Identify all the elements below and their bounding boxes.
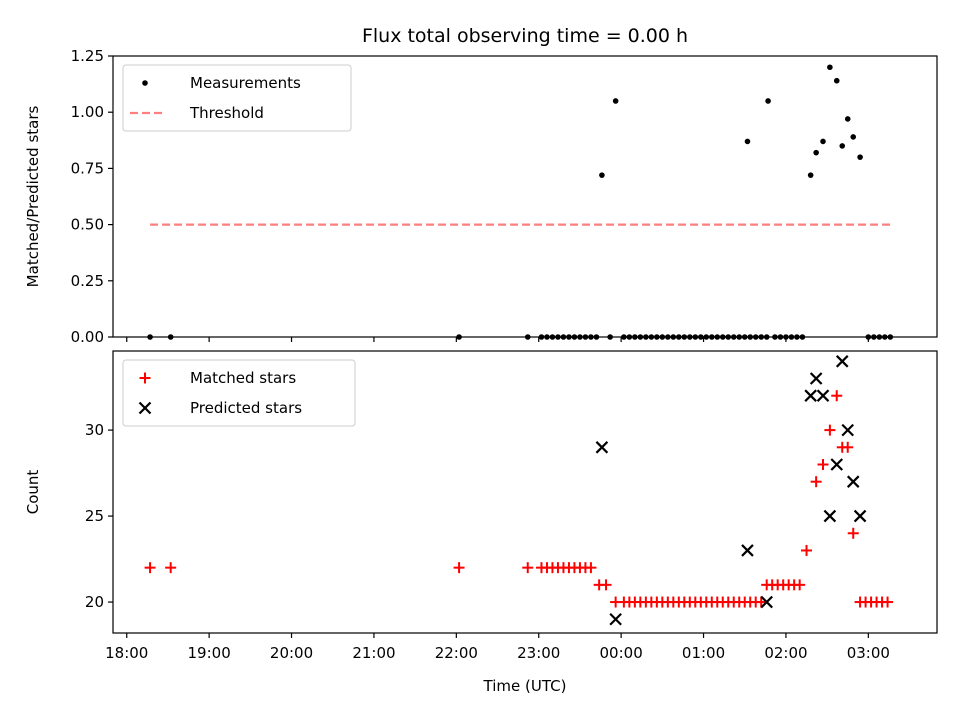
predicted-star-point <box>760 595 773 609</box>
legend-label: Predicted stars <box>190 399 302 417</box>
legend-x-icon <box>138 401 152 415</box>
legend-label: Measurements <box>190 74 301 92</box>
y-tick-label: 1.25 <box>71 47 104 65</box>
predicted-star-point <box>816 389 830 402</box>
matched-star-point <box>847 527 859 539</box>
matched-star-point <box>831 390 843 402</box>
matched-star-point <box>522 562 534 574</box>
matched-star-point <box>165 562 177 574</box>
predicted-star-point <box>741 544 754 557</box>
x-axis-label: Time (UTC) <box>483 677 567 695</box>
matched-star-point <box>842 441 854 453</box>
x-tick-label: 18:00 <box>105 644 148 662</box>
top-panel: 0.00 0.25 0.50 0.75 1.00 1.25 Matched/Predicte… <box>24 47 938 346</box>
matched-star-point <box>144 562 156 574</box>
y-tick-label: 0.50 <box>71 216 104 234</box>
legend-label: Matched stars <box>190 369 296 387</box>
x-stroke-b <box>595 441 609 454</box>
measurement-point <box>857 154 863 160</box>
matched-star-point <box>801 544 813 556</box>
x-stroke-b <box>823 509 837 523</box>
x-stroke-b <box>760 595 773 609</box>
measurement-point <box>820 138 826 145</box>
predicted-star-point <box>835 355 849 368</box>
legend: Matched stars Predicted stars <box>122 359 356 427</box>
axes-frame <box>112 55 938 338</box>
matched-star-point <box>817 458 829 470</box>
x-stroke-b <box>809 372 823 385</box>
chart-title: Flux total observing time = 0.00 h <box>362 25 688 47</box>
measurement-point <box>599 172 605 178</box>
y-tick-label: 1.00 <box>71 103 104 121</box>
x-tick-label: 00:00 <box>600 644 643 662</box>
measurement-point <box>612 98 619 104</box>
y-axis-label: Matched/Predicted stars <box>24 106 42 288</box>
predicted-star-point <box>853 509 867 523</box>
measurement-point <box>827 64 833 71</box>
legend-dot-icon <box>142 80 148 86</box>
y-tick-label: 25 <box>85 507 104 525</box>
series-matched-stars <box>144 390 894 608</box>
measurement-point <box>833 77 840 84</box>
x-tick-label: 02:00 <box>764 644 807 662</box>
legend-box <box>122 64 352 132</box>
matched-star-point <box>882 596 894 608</box>
y-tick-label: 20 <box>85 593 104 611</box>
matched-star-point <box>810 476 822 488</box>
measurement-point <box>850 134 857 140</box>
predicted-star-point <box>609 612 622 626</box>
legend-box <box>122 359 356 427</box>
measurement-point <box>813 149 819 156</box>
matched-star-point <box>585 562 597 574</box>
x-stroke-b <box>138 401 152 415</box>
x-stroke-b <box>609 612 622 626</box>
predicted-star-point <box>804 389 817 402</box>
legend-plus-icon <box>139 372 151 384</box>
measurement-point <box>765 98 771 104</box>
measurement-point <box>844 116 851 122</box>
x-tick-label: 22:00 <box>435 644 478 662</box>
matched-star-point <box>755 596 767 608</box>
matched-star-point <box>453 562 465 574</box>
x-stroke-b <box>830 458 844 471</box>
legend-label: Threshold <box>189 104 264 122</box>
x-stroke-b <box>853 509 867 523</box>
measurement-point <box>807 172 814 178</box>
series-predicted-stars <box>595 355 867 626</box>
x-tick-label: 23:00 <box>517 644 560 662</box>
measurement-point <box>744 138 751 145</box>
x-stroke-b <box>841 423 855 437</box>
x-stroke-b <box>741 544 754 557</box>
x-tick-label: 19:00 <box>188 644 231 662</box>
x-stroke-b <box>846 475 860 488</box>
x-tick-label: 01:00 <box>682 644 725 662</box>
x-stroke-b <box>835 355 849 368</box>
x-tick-label: 20:00 <box>270 644 313 662</box>
x-stroke-b <box>816 389 830 402</box>
predicted-star-point <box>846 475 860 488</box>
predicted-star-point <box>830 458 844 471</box>
measurement-point <box>839 143 846 149</box>
predicted-star-point <box>823 509 837 523</box>
matched-star-point <box>794 579 806 591</box>
axes-frame <box>112 350 938 634</box>
matched-star-point <box>824 424 836 436</box>
x-tick-label: 03:00 <box>847 644 890 662</box>
bottom-panel: 20 25 30 18:00 19:00 20:00 21:00 22:00 23:00 00:0… <box>24 350 938 695</box>
predicted-star-point <box>841 423 855 437</box>
predicted-star-point <box>809 372 823 385</box>
series-measurements <box>147 64 894 340</box>
y-tick-label: 30 <box>85 421 104 439</box>
predicted-star-point <box>595 441 609 454</box>
legend: Measurements Threshold <box>122 64 352 132</box>
x-tick-label: 21:00 <box>352 644 395 662</box>
matched-star-point <box>600 579 612 591</box>
y-tick-label: 0.25 <box>71 272 104 290</box>
y-tick-label: 0.75 <box>71 159 104 177</box>
y-tick-label: 0.00 <box>71 328 104 346</box>
y-axis-label: Count <box>24 470 42 515</box>
x-stroke-b <box>804 389 817 402</box>
